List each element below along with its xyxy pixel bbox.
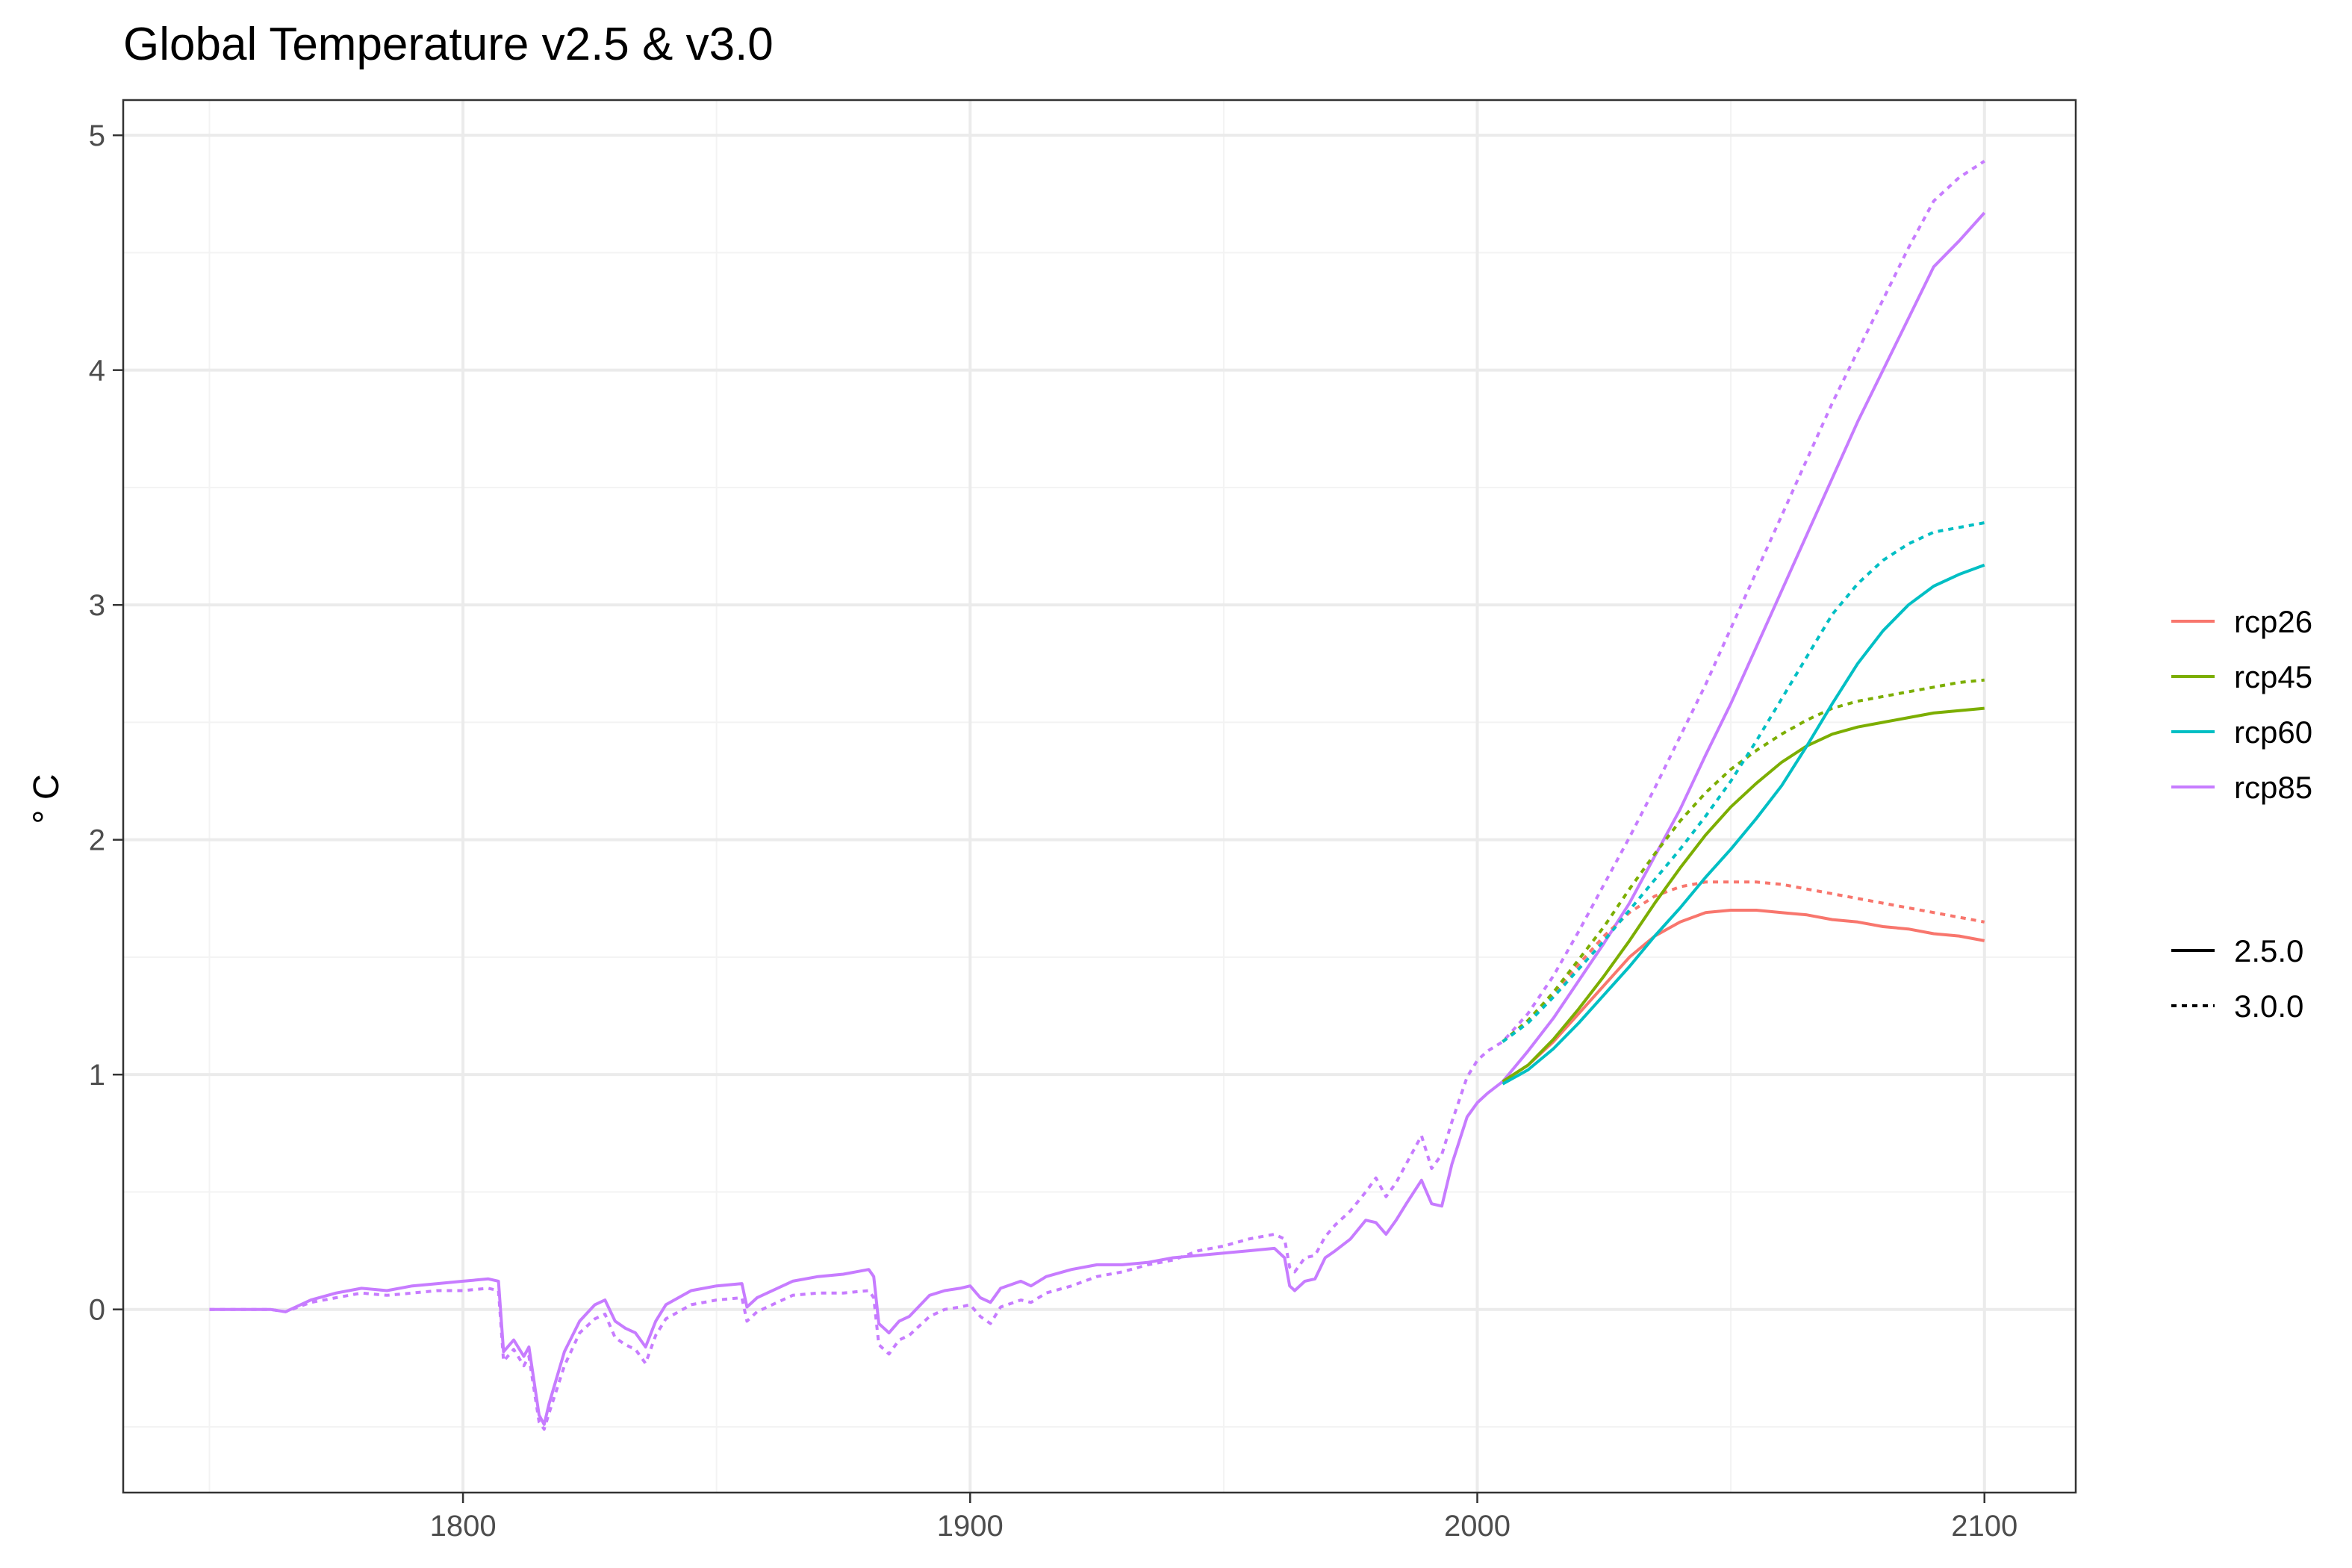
series-line-rcp85-v2-5-0 <box>209 211 1986 1426</box>
series-lines <box>209 160 1986 1431</box>
y-tick-label: 2 <box>89 824 105 857</box>
legend-label-rcp60: rcp60 <box>2234 715 2312 750</box>
series-line-rcp85-v3-0-0 <box>209 160 1985 1431</box>
y-tick-label: 5 <box>89 119 105 152</box>
legend-versions: 2.5.0 3.0.0 <box>2171 933 2303 1024</box>
legend-label-version: 3.0.0 <box>2234 989 2303 1024</box>
grid <box>123 100 2076 1493</box>
legend-label-version: 2.5.0 <box>2234 933 2303 968</box>
series-line-rcp60-v3-0-0 <box>1502 521 1985 1043</box>
plot-panel-border <box>122 99 2077 1494</box>
series-line-rcp26-v3-0-0 <box>1502 880 1985 1043</box>
x-tick-label: 1800 <box>430 1510 497 1543</box>
y-tick-label: 0 <box>89 1294 105 1327</box>
y-axis-label: ° C <box>27 774 66 824</box>
x-tick-label: 1900 <box>937 1510 1004 1543</box>
y-tick-label: 4 <box>89 355 105 388</box>
x-tick-label: 2000 <box>1444 1510 1511 1543</box>
series-line-rcp26-v2-5-0 <box>1502 909 1985 1083</box>
y-axis: 0 1 2 3 4 5 <box>89 119 123 1327</box>
x-tick-label: 2100 <box>1951 1510 2017 1543</box>
chart-title: Global Temperature v2.5 & v3.0 <box>123 19 774 70</box>
x-axis: 1800 1900 2000 2100 <box>430 1493 2017 1543</box>
series-line-rcp60-v2-5-0 <box>1502 563 1985 1086</box>
legend-label-rcp26: rcp26 <box>2234 604 2312 639</box>
series-line-rcp45-v2-5-0 <box>1502 706 1985 1083</box>
y-tick-label: 1 <box>89 1059 105 1092</box>
series-line-rcp45-v3-0-0 <box>1502 678 1985 1043</box>
y-tick-label: 3 <box>89 589 105 622</box>
legend-label-rcp45: rcp45 <box>2234 659 2312 694</box>
legend-scenarios: rcp26 rcp45 rcp60 rcp85 <box>2171 604 2312 805</box>
legend-label-rcp85: rcp85 <box>2234 770 2312 805</box>
